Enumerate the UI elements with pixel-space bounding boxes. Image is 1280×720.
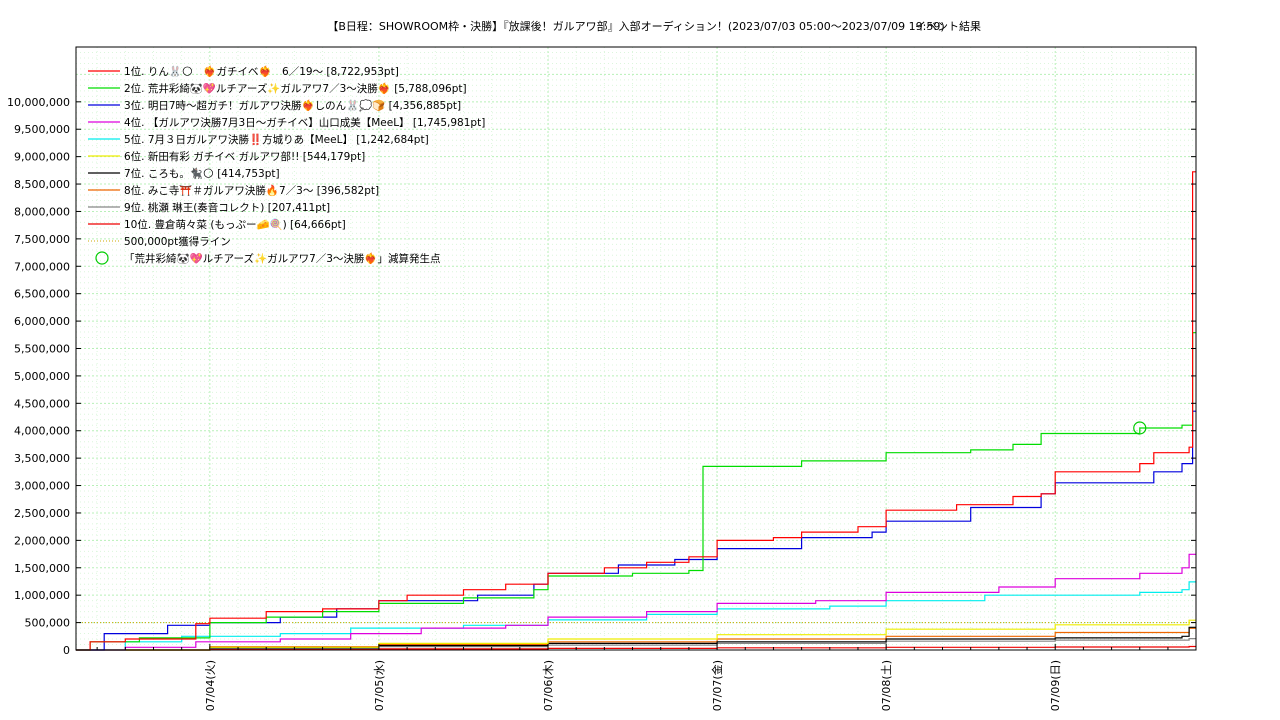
y-tick-label: 3,500,000 [14,452,70,465]
y-tick-label: 1,000,000 [14,589,70,602]
x-tick-label: 07/06(木) [542,660,555,711]
legend-marker-swatch [95,251,109,265]
legend-entry: 5位. 7月３日ガルアワ決勝‼️方城りあ【MeeL】 [1,242,684pt] [124,133,429,146]
y-tick-label: 6,000,000 [14,315,70,328]
series-line [76,171,1196,651]
y-tick-label: 2,000,000 [14,534,70,547]
legend-entry: 1位. りん🐰🌕 ❤️‍🔥ガチイベ❤️‍🔥 6／19〜 [8,722,953pt… [124,65,399,78]
legend-entry: 10位. 豊倉萌々菜 (もっぷー🧀🍭) [64,666pt] [124,217,346,231]
y-tick-label: 9,500,000 [14,123,70,136]
x-tick-label: 07/09(日) [1049,660,1062,711]
chart-title: 【B日程：SHOWROOM枠・決勝】『放課後！ガルアワ部』入部オーディション！(… [327,19,944,33]
x-tick-label: 07/05(水) [373,660,386,711]
y-axis: 0 500,000 1,000,000 1,500,000 2,000,000 2,500… [7,96,1196,657]
y-tick-label: 5,000,000 [14,370,70,383]
y-tick-label: 8,500,000 [14,178,70,191]
y-tick-label: 2,500,000 [14,507,70,520]
legend-entry: 2位. 荒井彩綺🐼💖ルチアーズ✨ガルアワ7／3〜決勝❤️‍🔥 [5,788,09… [124,82,467,95]
x-tick-label: 07/04(火) [204,660,217,711]
y-tick-label: 9,000,000 [14,151,70,164]
y-tick-label: 10,000,000 [7,96,70,109]
legend-entry: 500,000pt獲得ライン [124,235,231,248]
series-line [76,581,1196,651]
y-tick-label: 4,000,000 [14,425,70,438]
y-tick-label: 500,000 [25,617,71,630]
legend-entry: 7位. ころも。🐈‍⬛🌕 [414,753pt] [124,167,280,180]
y-tick-label: 6,500,000 [14,288,70,301]
series-line [76,332,1196,651]
drop-marker [1133,421,1147,435]
y-tick-label: 7,500,000 [14,233,70,246]
legend-entry: 6位. 新田有彩 ガチイベ ガルアワ部!! [544,179pt] [124,150,365,163]
y-tick-label: 0 [63,644,70,657]
y-tick-label: 4,500,000 [14,397,70,410]
chart-subtitle: イベント結果 [915,19,981,33]
legend-entry: 9位. 桃瀬 琳王(奏音コレクト) [207,411pt] [124,201,330,214]
legend: 1位. りん🐰🌕 ❤️‍🔥ガチイベ❤️‍🔥 6／19〜 [8,722,953pt… [88,65,485,265]
y-tick-label: 1,500,000 [14,562,70,575]
legend-entry: 4位. 【ガルアワ決勝7月3日〜ガチイベ】山口成美【MeeL】 [1,745,9… [124,116,485,129]
y-tick-label: 5,500,000 [14,343,70,356]
y-tick-label: 8,000,000 [14,205,70,218]
x-axis: 07/04(火) 07/05(水) 07/06(木) 07/07(金) 07/08(土)… [96,644,1169,711]
series-line [76,553,1196,651]
legend-entry: 3位. 明日7時〜超ガチ！ガルアワ決勝❤️‍🔥しのん🐰💭🍞 [4,356,885… [124,99,461,112]
x-tick-label: 07/07(金) [710,660,724,711]
y-tick-label: 7,000,000 [14,260,70,273]
x-tick-label: 07/08(土) [880,660,893,711]
legend-entry: 「荒井彩綺🐼💖ルチアーズ✨ガルアワ7／3〜決勝❤️‍🔥」減算発生点 [124,252,441,265]
y-tick-label: 3,000,000 [14,480,70,493]
drop-point-marker [1133,421,1147,435]
legend-entry: 8位. みこ寺⛩️＃ガルアワ決勝🔥7／3〜 [396,582pt] [124,184,379,197]
